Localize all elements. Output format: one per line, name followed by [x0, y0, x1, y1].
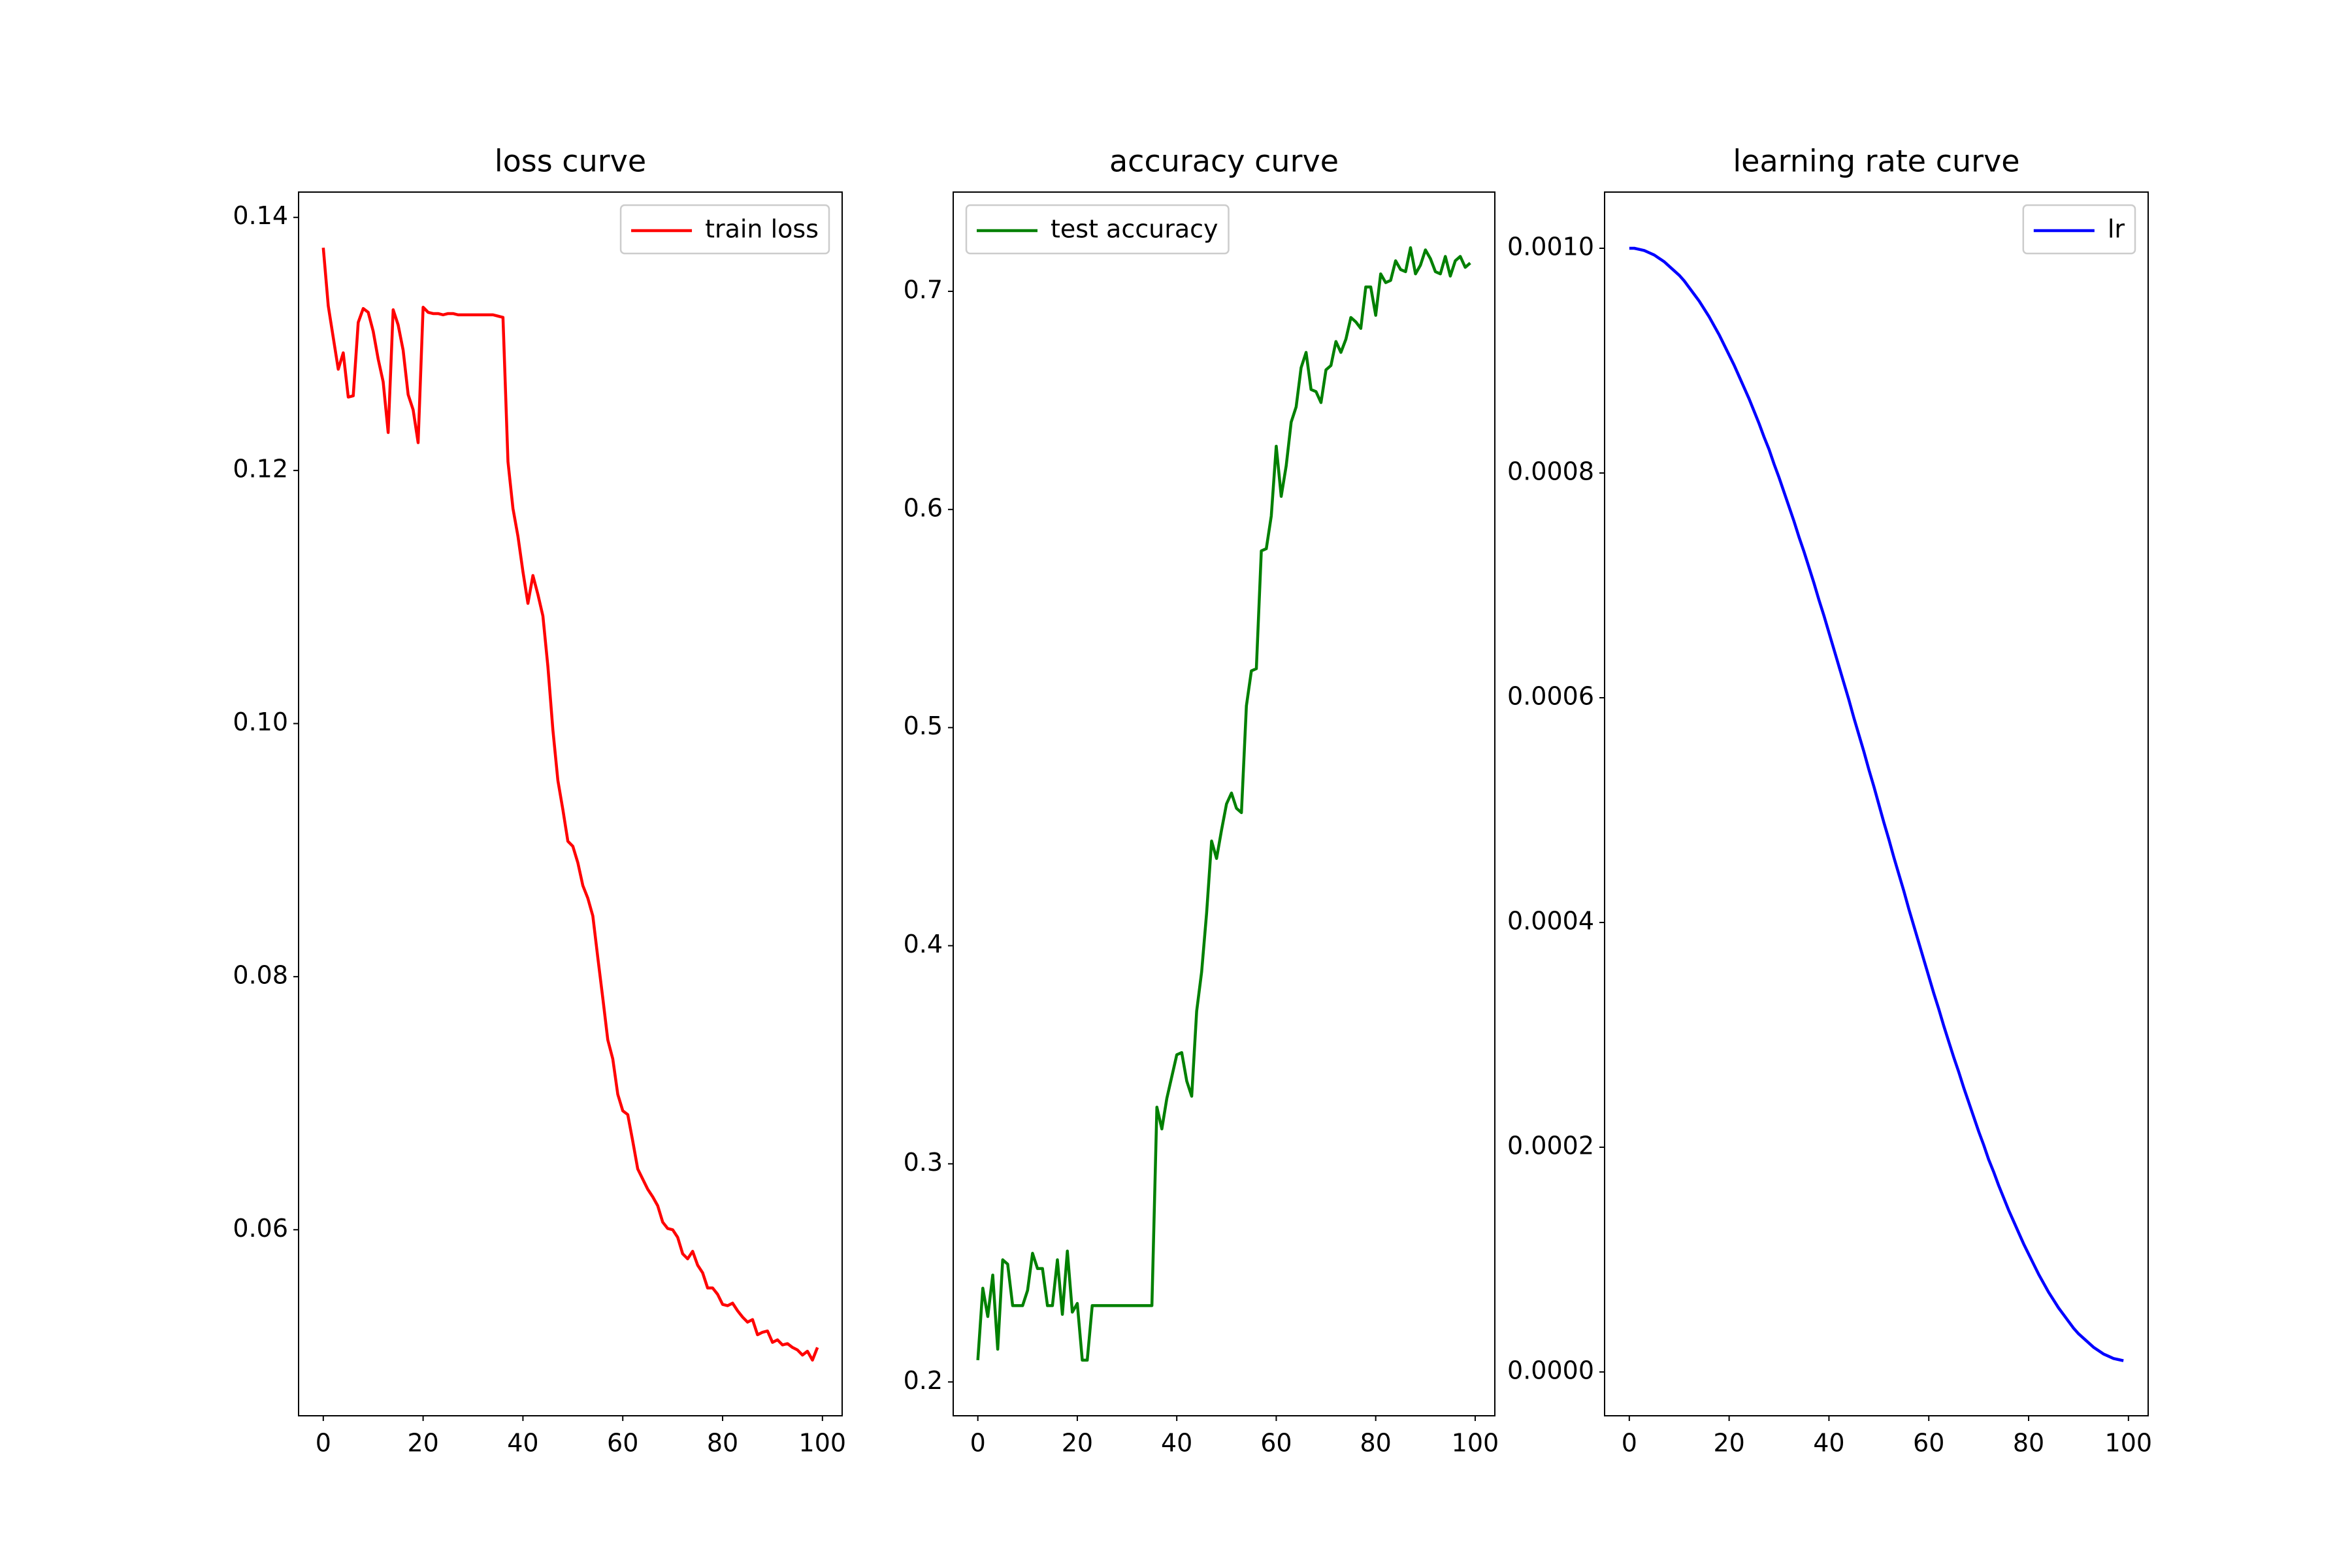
plot-area: [299, 192, 842, 1416]
y-tick-label: 0.0004: [1507, 906, 1594, 935]
line-series: [976, 246, 1471, 1362]
x-tick-label: 80: [707, 1429, 738, 1458]
y-tick-label: 0.0006: [1507, 681, 1594, 710]
legend: train loss: [619, 204, 830, 255]
legend: lr: [2022, 204, 2136, 255]
y-tick-label: 0.08: [233, 960, 288, 989]
axes-frame: [953, 191, 1495, 1416]
legend-label: lr: [2108, 215, 2125, 244]
legend: test accuracy: [965, 204, 1230, 255]
legend-box: [619, 204, 830, 255]
x-tick-label: 100: [1452, 1429, 1499, 1458]
legend-label: test accuracy: [1051, 215, 1218, 244]
x-tick-label: 0: [316, 1429, 331, 1458]
x-tick-label: 40: [1161, 1429, 1192, 1458]
plot-area: [953, 192, 1495, 1416]
x-tick-label: 60: [1913, 1429, 1944, 1458]
plot-area: [1605, 192, 2148, 1416]
x-tick-label: 80: [2013, 1429, 2044, 1458]
x-tick-label: 20: [407, 1429, 438, 1458]
legend-box: [965, 204, 1230, 255]
x-tick-label: 80: [1360, 1429, 1392, 1458]
x-tick-label: 20: [1713, 1429, 1744, 1458]
x-tick-label: 40: [507, 1429, 538, 1458]
y-tick-label: 0.2: [904, 1366, 943, 1395]
y-tick-label: 0.7: [904, 275, 943, 304]
y-tick-label: 0.06: [233, 1214, 288, 1243]
y-tick-label: 0.3: [904, 1148, 943, 1177]
axes-frame: [298, 191, 843, 1416]
y-tick-label: 0.0010: [1507, 232, 1594, 261]
line-series: [1629, 246, 2124, 1362]
y-tick-label: 0.4: [904, 930, 943, 958]
y-tick-label: 0.0000: [1507, 1356, 1594, 1384]
legend-label: train loss: [705, 215, 819, 244]
line-series: [321, 248, 819, 1362]
x-tick-label: 0: [1622, 1429, 1637, 1458]
y-tick-label: 0.12: [233, 455, 288, 483]
x-tick-label: 100: [799, 1429, 847, 1458]
y-tick-label: 0.10: [233, 708, 288, 736]
x-tick-label: 40: [1813, 1429, 1844, 1458]
y-tick-label: 0.6: [904, 493, 943, 522]
chart-title: loss curve: [495, 144, 646, 179]
x-tick-label: 20: [1062, 1429, 1093, 1458]
axes-frame: [1604, 191, 2149, 1416]
y-tick-label: 0.0008: [1507, 457, 1594, 485]
x-tick-label: 0: [970, 1429, 986, 1458]
chart-title: accuracy curve: [1109, 144, 1339, 179]
x-tick-label: 100: [2105, 1429, 2153, 1458]
x-tick-label: 60: [607, 1429, 638, 1458]
y-tick-label: 0.0002: [1507, 1131, 1594, 1160]
chart-title: learning rate curve: [1733, 144, 2019, 179]
y-tick-label: 0.14: [233, 201, 288, 230]
x-tick-label: 60: [1260, 1429, 1292, 1458]
y-tick-label: 0.5: [904, 711, 943, 740]
